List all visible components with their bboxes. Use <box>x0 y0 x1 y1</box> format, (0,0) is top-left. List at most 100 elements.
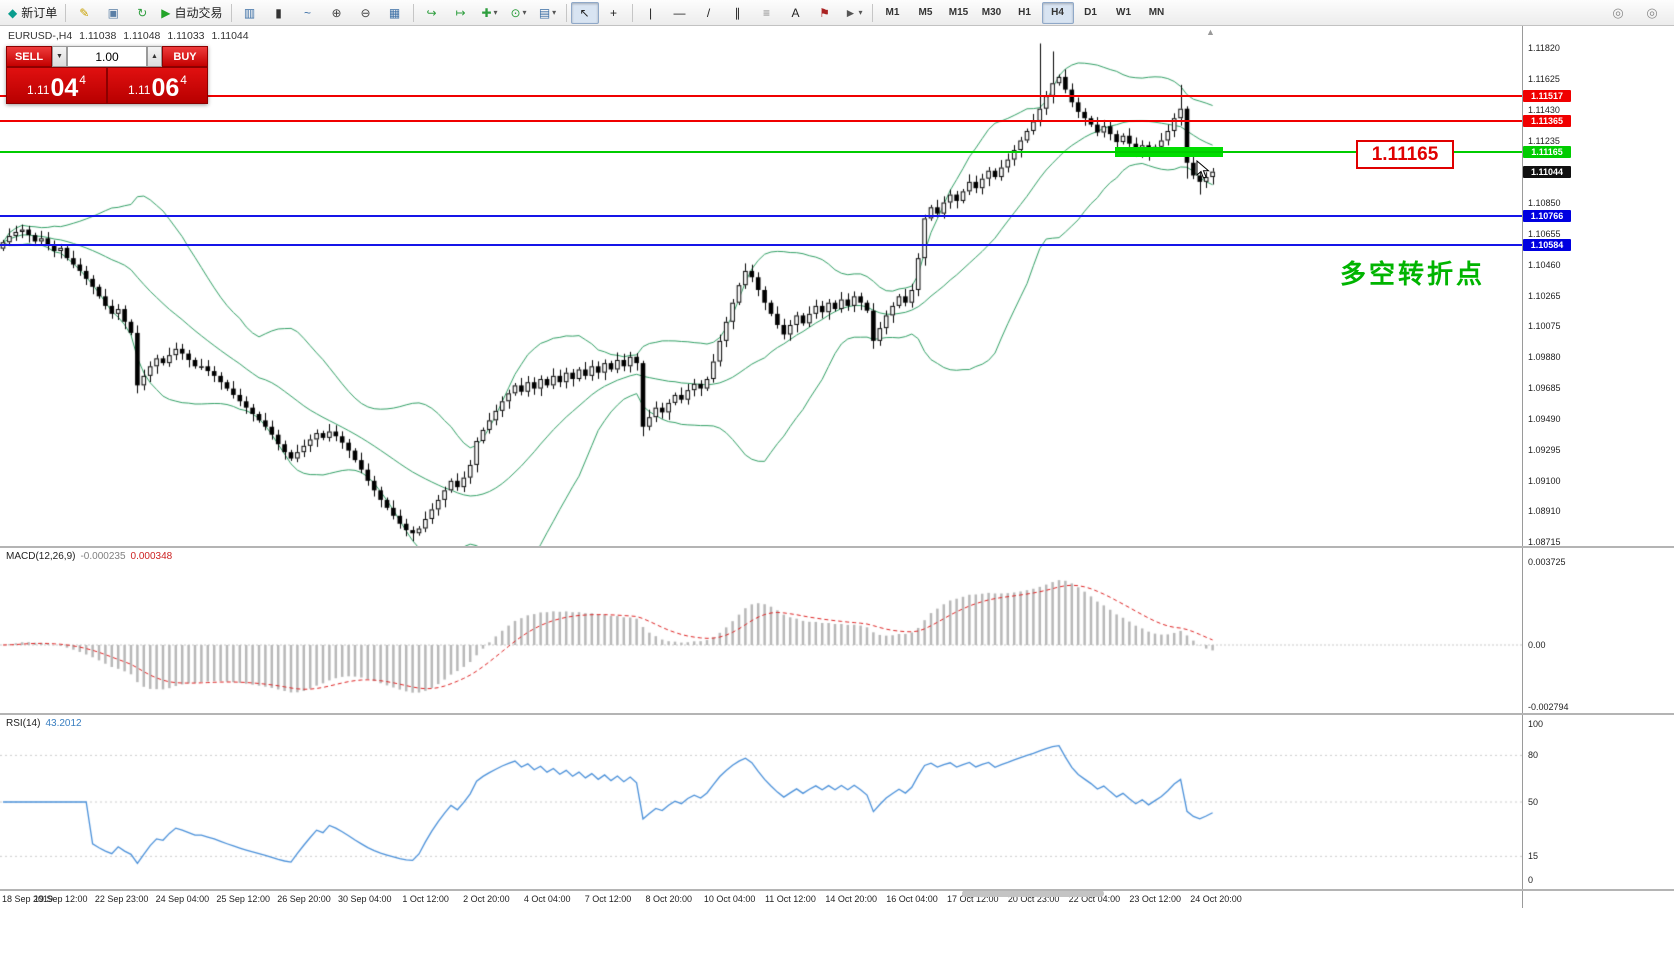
indicators-button[interactable]: ✚ ▾ <box>476 2 504 24</box>
panel-splitter-rsi[interactable] <box>0 713 1674 715</box>
timeframe-m15-button[interactable]: M15 <box>948 7 969 18</box>
timeframe-mn-button[interactable]: MN <box>1148 7 1165 18</box>
buy-price-display[interactable]: 1.11 06 4 <box>107 67 208 104</box>
turning-point-annotation: 多空转折点 <box>1340 259 1486 289</box>
price-callout-box: 1.11165 <box>1356 140 1454 169</box>
trendline-icon[interactable]: / <box>695 2 723 24</box>
price-tag-1.11044: 1.11044 <box>1523 165 1571 178</box>
metaeditor-icon[interactable]: ✎ <box>70 2 98 24</box>
crosshair-icon[interactable]: + <box>600 2 628 24</box>
periods-button[interactable]: ⊙ ▾ <box>505 2 533 24</box>
volume-up-button[interactable]: ▲ <box>147 46 162 67</box>
toolbar-right-icons: ◎ ◎ <box>1604 2 1666 24</box>
time-tick-label: 26 Sep 20:00 <box>277 894 331 904</box>
time-tick-label: 23 Oct 12:00 <box>1129 894 1181 904</box>
toolbar-separator <box>871 3 873 22</box>
time-tick-label: 24 Sep 04:00 <box>155 894 210 904</box>
indicators-icon: ✚ <box>481 5 492 20</box>
new-order-button[interactable]: ◆ 新订单 <box>4 2 61 24</box>
time-tick-label: 20 Oct 23:00 <box>1007 894 1060 904</box>
mouse-cursor <box>1196 160 1210 179</box>
timeframe-m30-button[interactable]: M30 <box>981 7 1002 18</box>
bar-chart-icon-icon: ▥ <box>243 5 256 20</box>
rsi-value: 43.2012 <box>45 718 82 729</box>
timeframe-w1-button[interactable]: W1 <box>1116 7 1131 18</box>
price-tick-label: 1.08910 <box>1528 506 1561 516</box>
time-tick-label: 16 Oct 04:00 <box>886 894 938 904</box>
price-tick-label: 1.10460 <box>1528 259 1561 270</box>
time-tick-label: 19 Sep 12:00 <box>34 894 88 904</box>
volume-down-button[interactable]: ▼ <box>52 46 67 67</box>
sell-price-display[interactable]: 1.11 04 4 <box>6 67 107 104</box>
refresh-icon[interactable]: ↻ <box>128 2 156 24</box>
fibonacci-icon-icon: ≡ <box>762 5 770 20</box>
templates-icon: ▤ <box>538 5 551 20</box>
timeframe-h1-button[interactable]: H1 <box>1018 7 1031 18</box>
fibonacci-icon[interactable]: ≡ <box>753 2 781 24</box>
new-order-button-label: 新订单 <box>21 6 58 20</box>
sell-button[interactable]: SELL <box>6 46 52 67</box>
vertical-line-icon[interactable]: | <box>637 2 665 24</box>
candlestick-icon[interactable]: ▮ <box>265 2 293 24</box>
price-tick-label: 1.09880 <box>1528 351 1561 362</box>
macd-panel-canvas[interactable] <box>0 548 1522 713</box>
horizontal-scrollbar-thumb[interactable] <box>962 890 1104 897</box>
support-highlight-bar <box>1114 147 1224 158</box>
price-tick-label: 1.11820 <box>1528 43 1560 54</box>
horizontal-line-icon[interactable]: — <box>666 2 694 24</box>
rsi-name: RSI(14) <box>6 718 41 729</box>
tile-windows-icon[interactable]: ▦ <box>381 2 409 24</box>
text-icon-icon: A <box>791 5 800 20</box>
time-tick-label: 10 Oct 04:00 <box>703 894 756 904</box>
timeframe-h4-button[interactable]: H4 <box>1041 1 1074 24</box>
main-chart-canvas[interactable] <box>0 26 1522 546</box>
time-axis[interactable]: 18 Sep 2019 19 Sep 12:00 22 Sep 23:00 24 Se… <box>0 891 1522 909</box>
price-tick-label: 1.09295 <box>1528 444 1561 455</box>
chart-shift-icon-icon: ↦ <box>455 5 466 20</box>
chevron-down-icon: ▾ <box>858 8 863 17</box>
rsi-tick-label: 100 <box>1528 719 1544 730</box>
buy-button[interactable]: BUY <box>162 46 208 67</box>
sell-price-prefix: 1.11 <box>27 83 50 97</box>
zoom-in-icon[interactable]: ⊕ <box>323 2 351 24</box>
zoom-out-icon[interactable]: ⊖ <box>352 2 380 24</box>
auto-scroll-icon[interactable]: ↪ <box>418 2 446 24</box>
chart-shift-icon[interactable]: ↦ <box>447 2 475 24</box>
periods-icon: ⊙ <box>510 5 521 20</box>
text-icon[interactable]: A <box>782 2 810 24</box>
price-tag-1.11365: 1.11365 <box>1523 114 1571 127</box>
metaeditor-icon-icon: ✎ <box>79 5 90 20</box>
profile-icon[interactable]: ▣ <box>99 2 127 24</box>
arrows-button[interactable]: ► ▾ <box>840 2 868 24</box>
panel-splitter-timeaxis[interactable] <box>0 889 1674 891</box>
timeframe-m5-button[interactable]: M5 <box>918 7 933 18</box>
ohlc-high: 1.11048 <box>123 30 161 42</box>
arrows-icon: ► <box>844 5 857 20</box>
label-icon[interactable]: ⚑ <box>811 2 839 24</box>
channel-icon[interactable]: ∥ <box>724 2 752 24</box>
profile-icon-icon: ▣ <box>107 5 119 20</box>
crosshair-icon-icon: + <box>609 5 617 20</box>
price-tick-label: 1.10655 <box>1528 228 1561 239</box>
sell-price-main: 04 <box>50 73 79 102</box>
auto-trading-button[interactable]: ▶ 自动交易 <box>157 2 226 24</box>
buy-price-pipette: 4 <box>180 73 187 87</box>
rsi-panel-canvas[interactable] <box>0 715 1522 889</box>
time-tick-label: 18 Sep 2019 <box>2 894 54 904</box>
line-chart-icon[interactable]: ~ <box>294 2 322 24</box>
magnifier-icon-1[interactable]: ◎ <box>1612 5 1624 20</box>
templates-button[interactable]: ▤ ▾ <box>534 2 562 24</box>
time-tick-label: 22 Sep 23:00 <box>94 894 149 904</box>
auto-trading-button-label: 自动交易 <box>174 6 223 20</box>
magnifier-icon-2[interactable]: ◎ <box>1646 5 1658 20</box>
zoom-out-icon-icon: ⊖ <box>360 5 371 20</box>
cursor-icon[interactable]: ↖ <box>570 1 599 24</box>
timeframe-d1-button[interactable]: D1 <box>1084 7 1097 18</box>
price-axis[interactable]: 1.11820 1.11625 1.11430 1.11235 1.10850 1.106… <box>1522 0 1674 953</box>
volume-input[interactable]: 1.00 <box>67 46 147 67</box>
panel-splitter-macd[interactable] <box>0 546 1674 548</box>
chart-shift-marker[interactable]: ▲ <box>1206 27 1215 37</box>
timeframe-m1-button[interactable]: M1 <box>885 7 900 18</box>
bar-chart-icon[interactable]: ▥ <box>236 2 264 24</box>
